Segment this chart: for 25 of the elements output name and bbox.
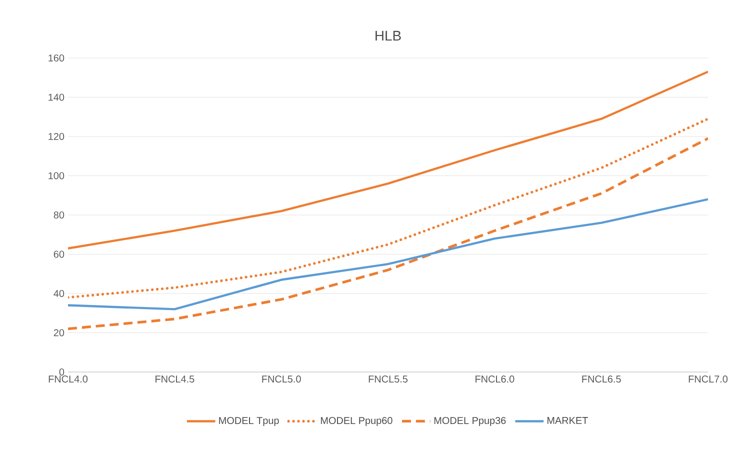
y-tick-label: 160 (48, 54, 64, 62)
line-series (68, 70, 708, 250)
x-tick-label: FNCL6.5 (582, 376, 621, 383)
x-tick-label: FNCL7.0 (688, 376, 728, 383)
legend-label: MODEL Tpup (219, 417, 279, 426)
x-tick-label: FNCL4.5 (156, 376, 194, 383)
y-tick-label: 40 (54, 290, 64, 298)
x-tick-label: FNCL5.5 (368, 376, 408, 383)
x-tick-label: FNCL4.0 (48, 376, 88, 383)
chart-title: HLB (376, 30, 401, 40)
y-tick-label: 0 (59, 368, 64, 376)
legend-label: MODEL Ppup36 (434, 417, 506, 426)
y-tick-label: 80 (54, 211, 64, 219)
x-tick-label: FNCL5.0 (262, 376, 301, 383)
y-tick-label: 100 (48, 172, 64, 180)
line-series (68, 118, 708, 299)
line-series (68, 137, 708, 330)
y-tick-label: 140 (48, 94, 64, 101)
y-tick-label: 120 (48, 132, 64, 140)
legend-label: MARKET (547, 417, 588, 424)
y-tick-label: 20 (54, 329, 64, 336)
legend-label: MODEL Ppup60 (320, 417, 392, 426)
line-series (68, 198, 708, 310)
x-tick-label: FNCL6.0 (476, 376, 514, 383)
y-tick-label: 60 (54, 250, 64, 258)
